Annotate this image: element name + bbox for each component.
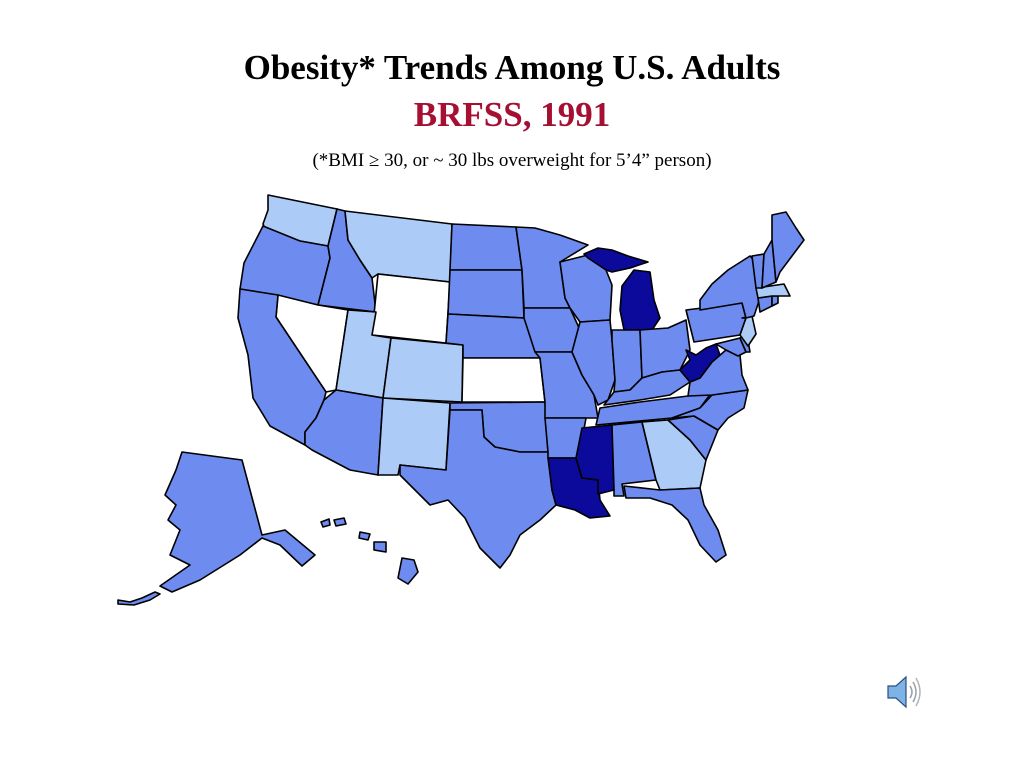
state-hi-kauai [320, 518, 331, 528]
state-ks [461, 357, 546, 403]
state-pa [685, 302, 747, 343]
state-md [715, 337, 747, 357]
state-wy [371, 273, 451, 344]
state-me [771, 211, 805, 283]
state-mi-upper [583, 247, 649, 273]
state-ri [771, 295, 779, 307]
slide-subtitle: BRFSS, 1991 [413, 95, 611, 134]
bmi-footnote: (*BMI ≥ 30, or ~ 30 lbs overweight for 5… [312, 150, 712, 171]
state-hi-maui [373, 541, 387, 553]
state-ak [159, 451, 316, 593]
state-fl [623, 485, 727, 563]
state-nm [377, 397, 451, 476]
state-sd [447, 269, 525, 319]
state-mi-lower [619, 269, 661, 331]
state-hi-molokai [358, 531, 371, 541]
state-hi-oahu [333, 517, 347, 527]
slide-title: Obesity* Trends Among U.S. Adults [243, 48, 781, 87]
state-tx [399, 409, 557, 569]
state-wv [679, 343, 721, 383]
state-nc [671, 389, 749, 431]
state-ia [523, 307, 581, 353]
state-ak-aleutians [117, 591, 161, 606]
state-il [571, 319, 616, 406]
state-nd [449, 223, 523, 271]
speaker-icon[interactable] [884, 672, 924, 712]
state-co [382, 337, 464, 403]
state-hi-big-island [397, 557, 419, 585]
state-tn [595, 391, 713, 426]
